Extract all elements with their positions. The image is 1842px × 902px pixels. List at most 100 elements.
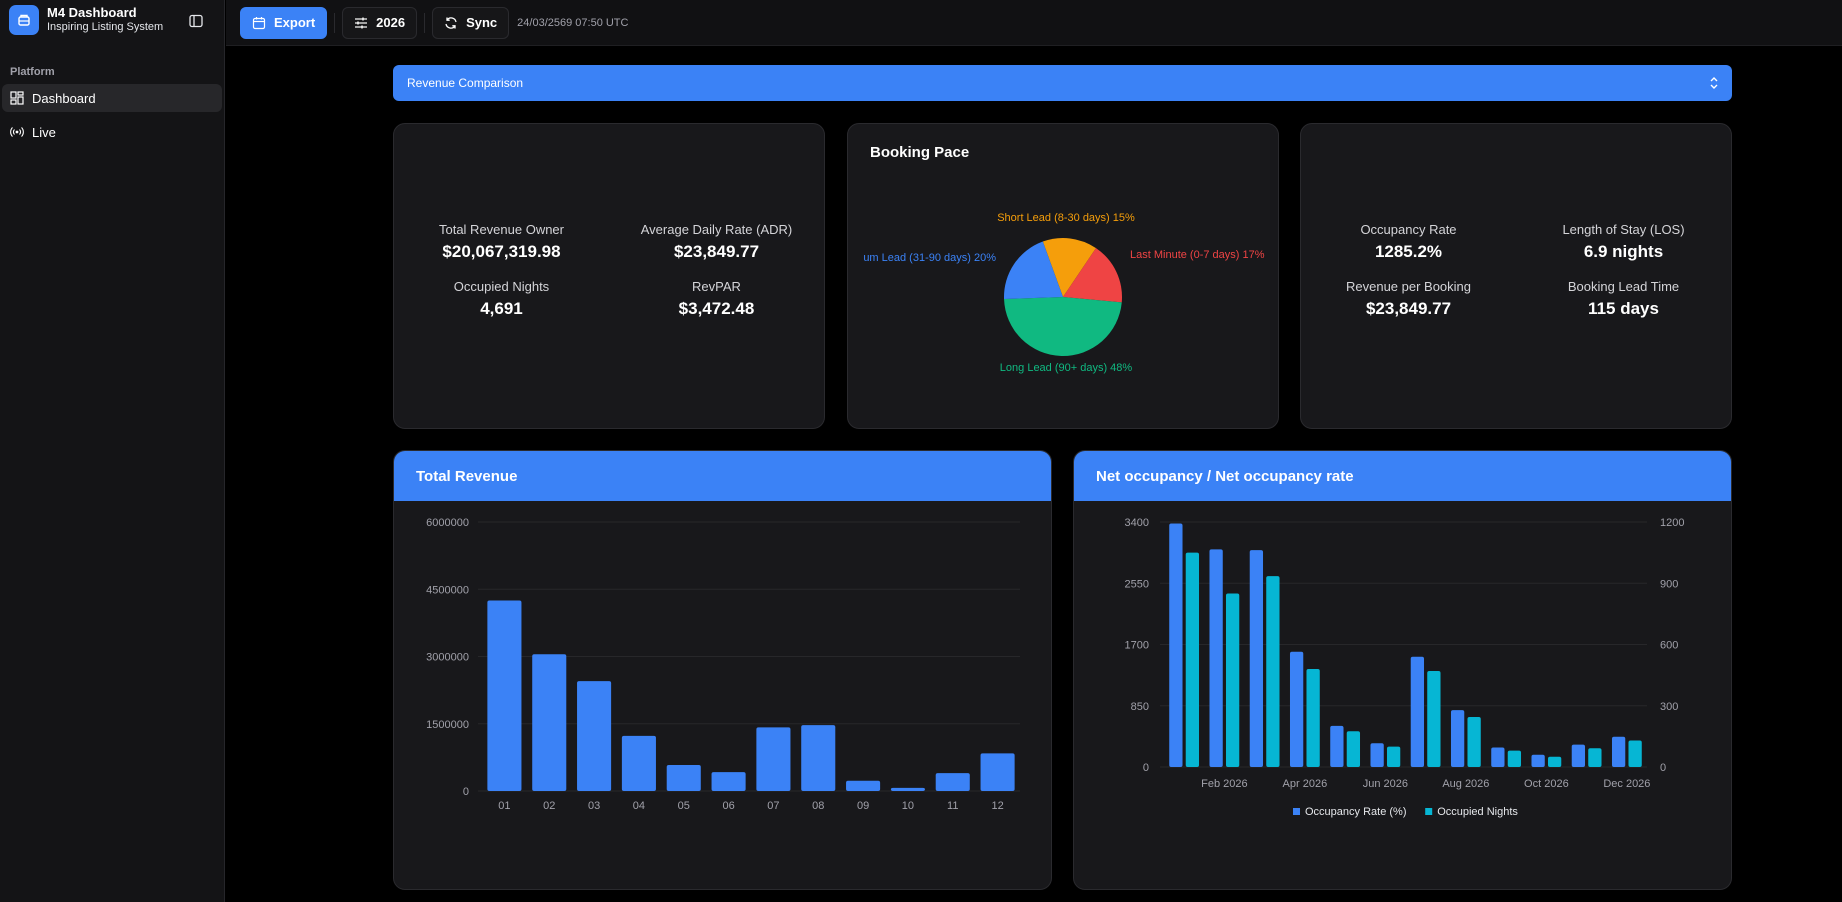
comparison-select[interactable]: Revenue Comparison [393,65,1732,101]
sidebar-section-label: Platform [10,66,55,78]
occupied-nights-bar[interactable] [1306,669,1320,767]
total-revenue-title: Total Revenue [394,451,1051,501]
calendar-icon [252,16,266,29]
legend-label[interactable]: Occupied Nights [1437,806,1518,818]
sync-button[interactable]: Sync [432,6,510,39]
occupied-nights-bar[interactable] [1225,593,1240,767]
kpi-length-of-stay: Length of Stay (LOS) 6.9 nights [1516,222,1731,262]
occupied-nights-bar[interactable] [1588,748,1602,767]
pie-slice-label: Short Lead (8-30 days) 15% [997,212,1135,224]
occupied-nights-bar[interactable] [1427,671,1441,767]
chevron-up-down-icon [1710,77,1718,89]
y-left-tick-label: 2550 [1125,578,1149,590]
sidebar-item-label: Dashboard [32,90,96,106]
occupancy-rate-bar[interactable] [1571,744,1586,767]
dashboard-icon [10,91,24,105]
revenue-bar[interactable] [935,773,970,791]
y-tick-label: 0 [463,786,469,798]
occupancy-rate-bar[interactable] [1289,651,1304,767]
occupied-nights-bar[interactable] [1346,731,1361,767]
occupancy-rate-bar[interactable] [1450,710,1465,767]
revenue-bar[interactable] [487,600,522,791]
occupied-nights-bar[interactable] [1628,740,1642,767]
occupancy-rate-bar[interactable] [1169,523,1183,767]
kpi-value: 4,691 [480,299,523,318]
sidebar-item-label: Live [32,124,56,140]
revenue-bar[interactable] [846,780,881,791]
brand[interactable]: M4 Dashboard Inspiring Listing System [0,0,224,40]
pie-slice[interactable] [1004,241,1063,300]
occupancy-rate-bar[interactable] [1531,754,1545,767]
kpi-value: 6.9 nights [1583,242,1664,261]
kpi-booking-lead-time: Booking Lead Time 115 days [1516,279,1731,319]
x-tick-label: 02 [543,800,555,812]
occupancy-rate-bar[interactable] [1611,736,1626,767]
kpi-value: 115 days [1588,299,1659,318]
revenue-kpi-card: Total Revenue Owner $20,067,319.98 Avera… [393,123,825,429]
kpi-value: $23,849.77 [1365,299,1452,318]
export-button[interactable]: Export [240,6,328,39]
revenue-bar[interactable] [666,764,701,791]
revenue-bar[interactable] [711,772,746,791]
revenue-bar[interactable] [756,727,791,791]
revenue-bar[interactable] [980,753,1015,791]
y-right-tick-label: 900 [1660,578,1678,590]
sidebar-item-live[interactable]: Live [2,118,222,146]
occupied-nights-bar[interactable] [1507,750,1522,767]
occupied-nights-bar[interactable] [1185,552,1200,767]
kpi-occupancy-rate: Occupancy Rate 1285.2% [1301,222,1516,262]
legend-label[interactable]: Occupancy Rate (%) [1305,806,1406,818]
legend-swatch [1425,808,1433,815]
total-revenue-card: Total Revenue 6000000 4500000 3000000 15000… [393,450,1052,890]
kpi-label: Occupied Nights [453,279,550,294]
occupancy-rate-bar[interactable] [1209,549,1223,767]
revenue-bar[interactable] [577,681,612,791]
x-tick-label: 03 [588,800,600,812]
kpi-label: Total Revenue Owner [438,222,564,237]
y-left-tick-label: 3400 [1125,517,1149,529]
revenue-bar[interactable] [532,654,567,791]
kpi-revpar: RevPAR $3,472.48 [609,279,824,319]
occupancy-rate-bar[interactable] [1249,550,1264,767]
occupancy-rate-bar[interactable] [1491,747,1505,767]
broadcast-icon [10,125,24,139]
occupancy-rate-bar[interactable] [1410,656,1425,767]
sliders-icon [355,17,368,28]
occupancy-rate-bar[interactable] [1370,743,1384,767]
net-occupancy-card: Net occupancy / Net occupancy rate 3400 2… [1073,450,1732,890]
occupied-nights-bar[interactable] [1386,746,1401,767]
y-left-tick-label: 0 [1143,762,1149,774]
x-tick-label: 01 [498,800,510,812]
x-tick-label: Aug 2026 [1442,778,1489,790]
pie-slice[interactable] [1063,248,1122,303]
y-tick-label: 1500000 [426,719,469,731]
revenue-bar[interactable] [890,787,925,791]
y-right-tick-label: 1200 [1660,517,1684,529]
kpi-revenue-per-booking: Revenue per Booking $23,849.77 [1301,279,1516,319]
last-sync-timestamp: 24/03/2569 07:50 UTC [517,16,629,29]
kpi-value: 1285.2% [1374,242,1443,261]
year-label: 2026 [376,15,406,30]
y-right-tick-label: 600 [1660,640,1678,652]
pie-slice[interactable] [1042,238,1096,297]
x-tick-label: Feb 2026 [1201,778,1247,790]
net-occupancy-title: Net occupancy / Net occupancy rate [1074,451,1731,501]
revenue-bar[interactable] [621,735,656,791]
pie-slice[interactable] [1004,297,1122,356]
occupancy-rate-bar[interactable] [1330,725,1344,767]
occupied-nights-bar[interactable] [1547,756,1562,767]
kpi-label: RevPAR [692,279,741,294]
kpi-label: Length of Stay (LOS) [1562,222,1685,237]
x-tick-label: 08 [812,800,824,812]
legend-swatch [1293,808,1300,815]
sidebar-item-dashboard[interactable]: Dashboard [2,84,222,112]
y-left-tick-label: 850 [1131,701,1149,713]
year-filter-button[interactable]: 2026 [342,6,418,39]
occupancy-kpi-card: Occupancy Rate 1285.2% Length of Stay (L… [1300,123,1732,429]
sidebar-toggle-icon[interactable] [188,13,204,29]
toolbar-divider [334,12,336,33]
revenue-bar[interactable] [801,725,836,791]
comparison-select-value: Revenue Comparison [407,76,524,90]
occupied-nights-bar[interactable] [1266,576,1280,767]
occupied-nights-bar[interactable] [1467,716,1481,767]
